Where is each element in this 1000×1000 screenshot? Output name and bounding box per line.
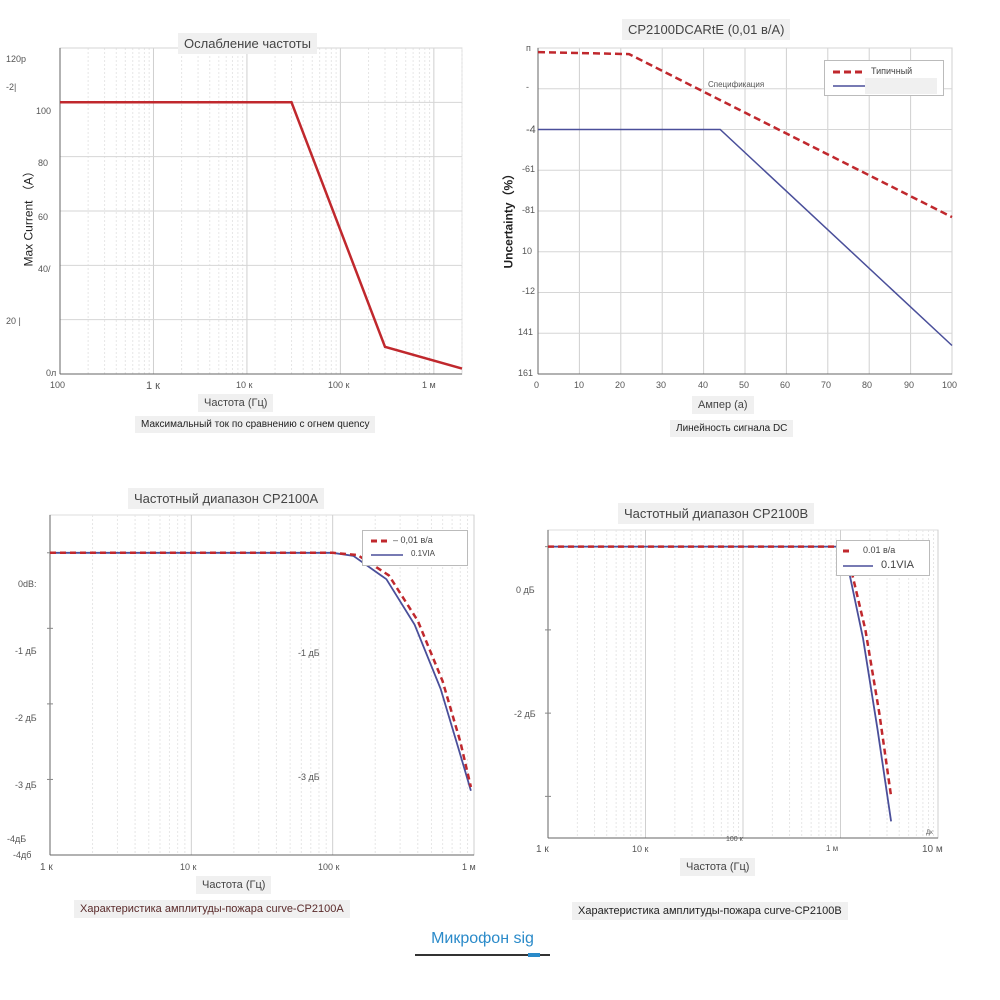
chart2-xtick: 0: [534, 380, 540, 390]
chart2-xtick: 40: [698, 380, 709, 390]
chart4-legend-dashed: 0.01 в/а: [863, 545, 896, 555]
chart2-title: CP2100DCARtE (0,01 в/А): [622, 19, 791, 40]
chart2-ytick: 10: [522, 246, 533, 256]
footer-text: Микрофон sig: [431, 930, 534, 947]
chart3-caption: Характеристика амплитуды-пожара curve-CP…: [74, 900, 350, 918]
chart2-legend-typical: Типичный: [871, 66, 913, 76]
chart2-ytick: 141: [518, 327, 534, 337]
chart3-legend-dashed: – 0,01 в/а: [393, 535, 433, 545]
chart1-xtick: 1 к: [146, 380, 160, 392]
chart1-title: Ослабление частоты: [178, 33, 317, 54]
chart3-legend: – 0,01 в/а 0.1VIA: [362, 530, 468, 566]
chart1-ytick: 40/: [38, 264, 51, 274]
chart4-xlabel: Частота (Гц): [680, 858, 756, 876]
chart1-xtick: 100: [50, 380, 66, 390]
chart1-plot: [59, 47, 463, 375]
chart3-ytick: -4дБ: [7, 834, 27, 844]
chart-freq-cp2100a: Частотный диапазон CP2100A 0dB: -1 дБ -2…: [0, 480, 490, 930]
chart4-xtick: 10 м: [922, 844, 943, 855]
chart1-ytick: 120р: [6, 54, 27, 64]
chart4-legend: 0.01 в/а 0.1VIA: [836, 540, 930, 576]
chart1-ytick: 0л: [46, 368, 57, 378]
chart2-ylabel: Uncertainty（%）: [501, 167, 516, 269]
chart-max-current: Ослабление частоты Max Current （A） 120р …: [0, 0, 480, 440]
chart3-plot: [47, 514, 475, 856]
chart1-ylabel: Max Current （A）: [21, 165, 36, 267]
chart3-ytick: -3 дБ: [15, 780, 37, 790]
chart3-xlabel: Частота (Гц): [196, 876, 272, 894]
chart4-ytick: -2 дБ: [514, 709, 536, 719]
chart1-ytick: 60: [38, 212, 49, 222]
chart4-xtick: 10 к: [632, 844, 649, 854]
chart4-plot: [545, 529, 939, 839]
chart2-xtick: 100: [942, 380, 958, 390]
chart2-caption: Линейность сигнала DC: [670, 420, 794, 437]
chart1-ytick: 20 |: [6, 316, 21, 326]
chart2-ytick: -: [526, 82, 529, 92]
chart3-midlabel: -3 дБ: [298, 772, 320, 782]
chart2-series-spec: [538, 128, 953, 347]
chart4-caption: Характеристика амплитуды-пожара curve-CP…: [572, 902, 848, 920]
chart4-title: Частотный диапазон CP2100B: [618, 503, 815, 524]
chart3-title: Частотный диапазон CP2100A: [128, 488, 325, 509]
chart1-caption: Максимальный ток по сравнению с огнем qu…: [135, 416, 376, 433]
chart3-ytick: -1 дБ: [15, 646, 37, 656]
chart3-xtick: 1 м: [462, 862, 476, 872]
chart1-ytick: 100: [36, 106, 52, 116]
chart2-legend-spec: [865, 78, 937, 94]
chart2-xtick: 50: [739, 380, 750, 390]
chart4-xtick: 1 к: [536, 844, 549, 855]
chart1-ytick: 80: [38, 158, 49, 168]
chart1-xtick: 1 м: [422, 380, 436, 390]
chart2-ytick: -4: [526, 124, 536, 136]
chart2-xlabel: Ампер (а): [692, 396, 754, 414]
chart3-xtick: 100 к: [318, 862, 340, 872]
chart3-xtick: 1 к: [40, 862, 53, 873]
chart4-xtick-small: Дк: [926, 830, 933, 836]
chart3-midlabel: -1 дБ: [298, 648, 320, 658]
chart2-xtick: 20: [615, 380, 626, 390]
chart2-legend: Типичный: [824, 60, 944, 96]
chart2-ytick: -81: [522, 205, 536, 215]
chart1-xtick: 100 к: [328, 380, 350, 390]
footer-microphone: Микрофон sig: [415, 930, 550, 957]
chart1-xtick: 10 к: [236, 380, 253, 390]
chart1-series-max-current: [60, 101, 463, 370]
chart3-series-dashed: [50, 551, 473, 788]
chart1-xlabel: Частота (Гц): [198, 394, 274, 412]
chart3-plot-area: [49, 514, 475, 856]
chart3-ytick: 0dB:: [18, 579, 37, 589]
chart4-xtick-small: 100 к: [726, 836, 743, 843]
chart3-series-solid: [50, 551, 472, 792]
chart-freq-cp2100b: Частотный диапазон CP2100B 0 дБ -2 дБ 1 …: [500, 490, 1000, 930]
chart2-plot: [537, 47, 953, 375]
chart2-xtick: 30: [656, 380, 667, 390]
chart2-xtick: 70: [821, 380, 832, 390]
chart2-annotation: Спецификация: [708, 80, 765, 89]
chart3-legend-solid: 0.1VIA: [411, 549, 436, 558]
chart2-xtick: 60: [780, 380, 791, 390]
chart2-ytick: -12: [522, 286, 536, 296]
chart2-ytick: 161: [518, 368, 534, 378]
chart2-series-typical: [537, 50, 953, 219]
chart1-ytick: -2|: [6, 82, 17, 92]
chart2-xtick: 10: [574, 380, 585, 390]
chart3-xtick: 10 к: [180, 862, 197, 872]
chart2-ytick: п: [526, 43, 531, 53]
chart4-xtick: 1 м: [826, 844, 839, 853]
chart2-ytick: -61: [522, 164, 536, 174]
chart2-xtick: 90: [904, 380, 915, 390]
chart3-ytick: -4дб: [13, 850, 32, 860]
footer-underline: [415, 953, 550, 957]
chart4-legend-solid: 0.1VIA: [881, 559, 915, 571]
chart2-xtick: 80: [862, 380, 873, 390]
chart-dc-linearity: CP2100DCARtE (0,01 в/А) Uncertainty（%） п…: [490, 0, 1000, 440]
chart4-ytick: 0 дБ: [516, 585, 535, 595]
chart4-series-dashed: [548, 545, 893, 797]
chart3-ytick: -2 дБ: [15, 713, 37, 723]
